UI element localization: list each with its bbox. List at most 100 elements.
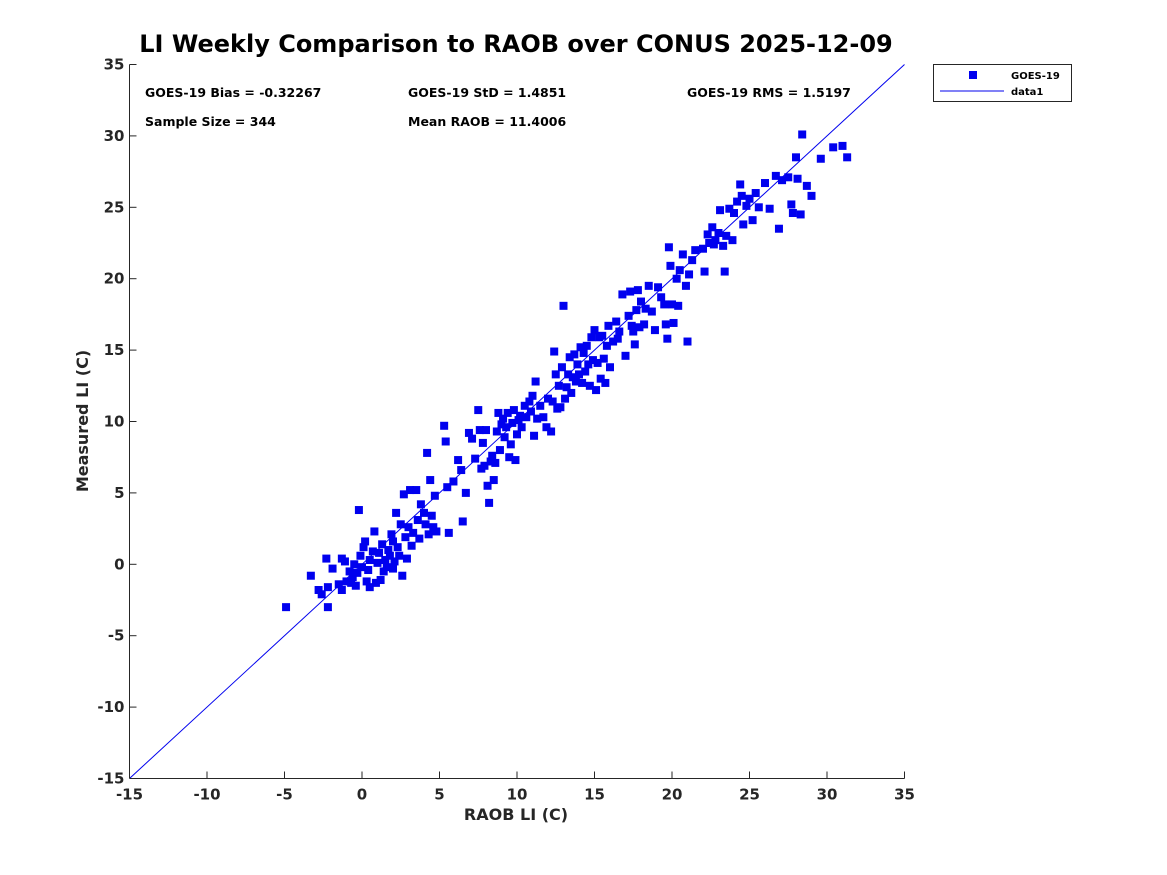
data-point (396, 520, 405, 529)
data-point (685, 270, 694, 279)
data-point (590, 326, 599, 335)
data-point (551, 370, 560, 379)
data-point (699, 244, 707, 253)
data-point (443, 483, 452, 492)
data-point (356, 551, 365, 560)
data-point (328, 564, 337, 573)
data-point (514, 416, 523, 425)
data-point (509, 406, 518, 415)
data-point (548, 397, 557, 406)
data-point (382, 563, 391, 572)
data-point (353, 568, 362, 577)
data-point (609, 337, 618, 346)
data-point (816, 154, 825, 163)
data-point (703, 230, 712, 239)
data-point (282, 603, 291, 612)
data-point (547, 427, 556, 436)
data-point (593, 358, 602, 367)
data-point (351, 581, 360, 590)
data-point (626, 287, 635, 296)
data-point (633, 286, 642, 295)
y-tick-label: 0 (114, 555, 124, 573)
data-point (517, 423, 526, 432)
data-point (739, 220, 748, 229)
data-point (838, 141, 847, 150)
data-point (413, 516, 422, 525)
data-point (559, 301, 568, 310)
data-point (771, 171, 780, 180)
data-point (375, 548, 384, 557)
data-point (647, 307, 656, 316)
data-point (365, 556, 374, 565)
data-point (587, 333, 596, 342)
data-point (412, 486, 421, 495)
rms-annotation: GOES-19 RMS = 1.5197 (687, 85, 851, 100)
plot-area (129, 64, 905, 779)
data-point (728, 236, 737, 245)
data-point (637, 297, 645, 306)
data-point (531, 377, 540, 386)
x-tick-label: -15 (116, 786, 143, 804)
data-point (635, 323, 644, 332)
x-tick-label: 15 (584, 786, 605, 804)
data-point (426, 476, 435, 485)
y-axis-label: Measured LI (C) (73, 350, 92, 492)
data-point (588, 356, 597, 365)
data-point (348, 573, 357, 582)
data-point (457, 466, 466, 475)
data-point (602, 341, 611, 350)
data-point (322, 554, 331, 563)
y-tick-label: -10 (97, 698, 124, 716)
data-point (401, 533, 410, 542)
data-point (427, 511, 436, 520)
data-point (407, 541, 416, 550)
data-point (368, 547, 377, 556)
data-point (632, 306, 641, 315)
data-point (660, 300, 669, 309)
data-point (668, 300, 676, 309)
data-point (350, 560, 359, 569)
data-point (761, 179, 769, 188)
data-point (788, 209, 797, 218)
data-point (650, 326, 659, 335)
marker-layer (282, 130, 852, 612)
data-point (323, 583, 332, 592)
data-point (627, 321, 636, 330)
data-point (778, 176, 787, 185)
data-point (475, 426, 484, 435)
data-point (520, 401, 529, 410)
data-point (340, 557, 349, 566)
data-point (522, 413, 531, 422)
data-point (317, 590, 326, 599)
data-point (674, 301, 683, 310)
data-point (641, 304, 650, 313)
legend-label-goes19: GOES-19 (1011, 71, 1060, 82)
data-point (337, 586, 346, 595)
data-point (705, 239, 714, 247)
data-point (494, 408, 503, 417)
data-point (365, 583, 374, 592)
data-point (506, 440, 515, 449)
data-point (719, 241, 728, 250)
data-point (525, 397, 534, 406)
data-point (415, 534, 424, 543)
data-point (502, 423, 511, 432)
data-point (571, 377, 580, 386)
data-point (733, 197, 742, 206)
data-point (508, 418, 517, 427)
legend-marker-icon (969, 71, 977, 79)
data-point (323, 603, 332, 612)
data-point (793, 174, 802, 183)
data-point (461, 488, 470, 497)
data-point (629, 327, 638, 336)
data-point (678, 250, 687, 259)
data-point (376, 576, 385, 585)
mean-raob-annotation: Mean RAOB = 11.4006 (408, 114, 566, 129)
data-point (711, 236, 720, 245)
data-point (485, 498, 494, 507)
data-point (354, 506, 363, 515)
data-point (342, 577, 351, 586)
y-tick-label: 10 (104, 413, 125, 431)
data-point (575, 370, 583, 379)
data-point (528, 391, 537, 400)
